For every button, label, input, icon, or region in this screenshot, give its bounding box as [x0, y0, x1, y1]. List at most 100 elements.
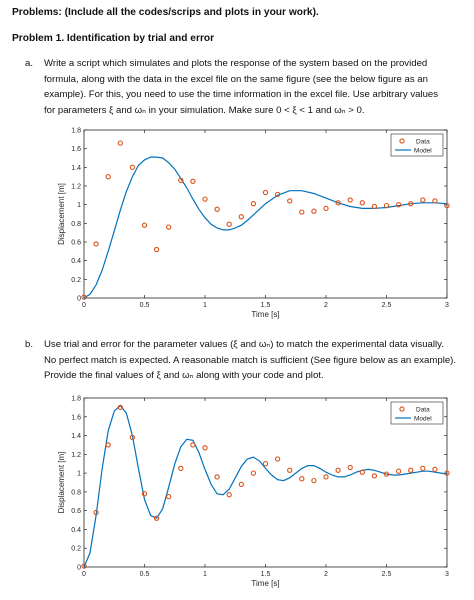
data-point — [274, 191, 281, 198]
data-point — [287, 198, 293, 204]
data-point — [238, 481, 244, 488]
data-point — [395, 468, 402, 474]
data-point — [359, 469, 365, 475]
data-point — [81, 563, 87, 569]
data-point — [226, 492, 232, 498]
y-tick-label: 1 — [77, 471, 81, 478]
data-point — [383, 202, 390, 209]
part-b-instructions: b. Use trial and error for the parameter… — [25, 337, 457, 384]
part-b-line: Provide the final values of ξ and ωₙ alo… — [44, 370, 324, 382]
x-tick-label: 2 — [324, 571, 328, 578]
data-point — [93, 509, 99, 516]
figure-part-b: 0 0.2 0.4 0.6 0.8 1 1.2 1.4 1.6 1.8 0 0.5 1 1.5 2 2.5 3 T… — [57, 396, 450, 588]
plot-area — [83, 129, 448, 299]
data-point — [311, 208, 317, 214]
data-point — [347, 464, 353, 471]
data-point — [190, 178, 196, 184]
y-tick-label: 1.8 — [71, 396, 81, 403]
part-a-line: formula, along with the data in the exce… — [44, 73, 428, 85]
data-point — [335, 200, 341, 206]
data-point — [141, 222, 148, 228]
y-tick-label: 0.8 — [71, 221, 81, 228]
y-tick-label: 1.6 — [71, 414, 81, 421]
data-point — [214, 206, 220, 212]
data-point — [323, 205, 329, 212]
data-point — [202, 196, 208, 202]
part-a-label: a. — [25, 58, 34, 69]
data-point — [262, 189, 269, 196]
y-tick-label: 0.4 — [71, 258, 81, 265]
data-point — [105, 174, 111, 180]
legend-data-label: Data — [416, 139, 430, 146]
data-point — [178, 177, 184, 184]
y-tick-label: 1.4 — [71, 433, 81, 440]
data-point — [190, 442, 196, 448]
data-point — [420, 197, 426, 203]
problems-heading: Problems: (Include all the codes/scrips … — [12, 7, 319, 18]
x-tick-label: 1 — [203, 571, 207, 578]
data-point — [153, 515, 160, 521]
part-a-instructions: a. Write a script which simulates and pl… — [25, 56, 438, 118]
y-tick-label: 1.2 — [71, 452, 81, 459]
data-point — [371, 203, 378, 210]
x-axis-label: Time [s] — [251, 310, 279, 319]
data-point — [347, 197, 353, 203]
data-point — [166, 224, 172, 230]
data-point — [299, 209, 305, 215]
part-b-label: b. — [25, 339, 34, 350]
data-point — [81, 294, 87, 300]
data-point — [287, 467, 293, 473]
model-series-line — [83, 156, 448, 299]
data-point — [371, 473, 378, 479]
legend-model-label: Model — [414, 416, 432, 423]
problem1-heading: Problem 1. Identification by trial and e… — [12, 33, 215, 44]
figure-part-a: 0 0.2 0.4 0.6 0.8 1 1.2 1.4 1.6 1.8 0 0.5 1 1.5 2 2.5 3 T… — [57, 128, 450, 319]
y-axis-label: Displacement [m] — [57, 183, 66, 245]
legend-data-label: Data — [416, 407, 430, 414]
data-point — [444, 470, 450, 476]
x-tick-label: 3 — [445, 302, 449, 309]
part-a-line: Write a script which simulates and plots… — [44, 58, 428, 69]
data-point — [166, 493, 172, 500]
x-tick-label: 1 — [203, 302, 207, 309]
y-tick-label: 0.6 — [71, 240, 81, 247]
data-point — [311, 477, 317, 484]
data-point — [250, 201, 257, 207]
data-point — [141, 491, 148, 497]
data-point — [214, 474, 220, 480]
data-point — [383, 471, 390, 477]
data-point — [202, 445, 208, 451]
y-axis-label: Displacement [m] — [57, 452, 66, 514]
data-point — [105, 442, 111, 448]
data-point — [226, 221, 232, 227]
part-a-line: for parameters ξ and ωₙ in your simulati… — [44, 104, 365, 116]
x-tick-label: 0.5 — [140, 302, 150, 309]
x-tick-label: 0 — [82, 571, 86, 578]
data-point — [408, 467, 414, 473]
y-tick-label: 0 — [77, 296, 81, 303]
plot-area — [83, 397, 448, 568]
data-point — [432, 198, 438, 204]
data-point — [274, 456, 281, 462]
x-tick-label: 0 — [82, 302, 86, 309]
part-b-line: No perfect match is expected. A reasonab… — [44, 354, 457, 366]
x-tick-label: 2 — [324, 302, 328, 309]
data-point — [238, 214, 244, 220]
y-tick-label: 0.8 — [71, 489, 81, 496]
data-point — [395, 202, 402, 208]
data-point — [444, 202, 450, 209]
data-point — [250, 470, 257, 476]
data-point — [129, 434, 136, 441]
data-point — [359, 200, 365, 206]
y-tick-label: 0.2 — [71, 546, 81, 553]
data-point — [408, 201, 414, 207]
y-tick-label: 0.4 — [71, 527, 81, 534]
x-tick-label: 1.5 — [261, 571, 271, 578]
y-tick-label: 1.6 — [71, 146, 81, 153]
data-point — [432, 466, 438, 473]
data-point — [262, 461, 269, 467]
part-b-line: Use trial and error for the parameter va… — [44, 339, 444, 350]
legend-model-label: Model — [414, 148, 432, 155]
x-tick-label: 1.5 — [261, 302, 271, 309]
y-tick-label: 1 — [77, 202, 81, 209]
